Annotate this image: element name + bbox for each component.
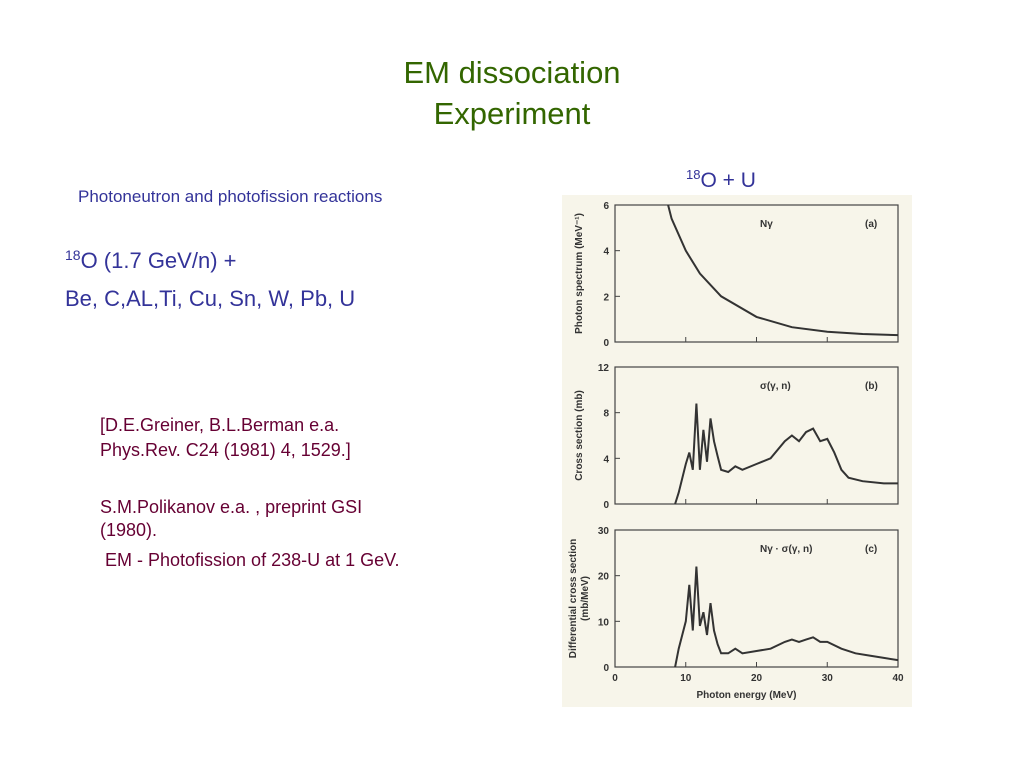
x-tick-label: 10 [680,673,692,684]
panel-tag: (b) [865,381,878,392]
y-tick-label: 6 [603,201,609,212]
reference: [D.E.Greiner, B.L.Berman e.a. [100,415,339,435]
y-axis-label: Cross section (mb) [574,390,585,481]
annotation: Nγ [760,219,773,230]
figure-title: 18O + U [686,167,756,192]
y-tick-label: 8 [603,409,609,420]
annotation: Nγ · σ(γ, n) [760,544,812,555]
x-tick-label: 30 [822,673,834,684]
reaction: 18O (1.7 GeV/n) + [65,247,236,273]
y-tick-label: 30 [598,526,610,537]
y-tick-label: 0 [603,338,609,349]
y-tick-label: 0 [603,500,609,511]
reference: Phys.Rev. C24 (1981) 4, 1529.] [100,440,351,460]
reference: (1980). [100,520,157,540]
x-tick-label: 40 [892,673,904,684]
panel-tag: (c) [865,544,877,555]
figure-background [562,195,912,707]
y-tick-label: 20 [598,572,610,583]
reaction-text: O (1.7 GeV/n) + [81,248,237,273]
superscript: 18 [65,247,81,263]
curve [674,403,898,505]
y-tick-label: 0 [603,663,609,674]
title: Experiment [434,96,591,131]
reference: S.M.Polikanov e.a. , preprint GSI [100,497,362,517]
subtitle: Photoneutron and photofission reactions [78,187,382,206]
y-tick-label: 4 [603,247,609,258]
figure: 0 2 4 6 Photon spectrum (MeV⁻¹) Nγ (a) 0 4 8 12 Cro… [568,201,904,701]
targets: Be, C,AL,Ti, Cu, Sn, W, Pb, U [65,286,355,311]
x-tick-label: 0 [612,673,618,684]
superscript: 18 [686,167,700,182]
curve [674,566,899,668]
panel-tag: (a) [865,219,877,230]
curve [667,204,899,337]
x-tick-label: 20 [751,673,763,684]
y-tick-label: 2 [603,292,609,303]
y-tick-label: 10 [598,617,610,628]
title: EM dissociation [403,55,620,90]
annotation: σ(γ, n) [760,381,791,392]
y-axis-label: Photon spectrum (MeV⁻¹) [574,213,585,334]
figure-title-text: O + U [700,169,755,192]
y-tick-label: 12 [598,363,610,374]
y-tick-label: 4 [603,454,609,465]
reference: EM - Photofission of 238-U at 1 GeV. [105,550,400,570]
y-axis-label: (mb/MeV) [580,576,591,621]
y-axis-label: Differential cross section [568,539,579,658]
x-axis-label: Photon energy (MeV) [696,690,796,701]
